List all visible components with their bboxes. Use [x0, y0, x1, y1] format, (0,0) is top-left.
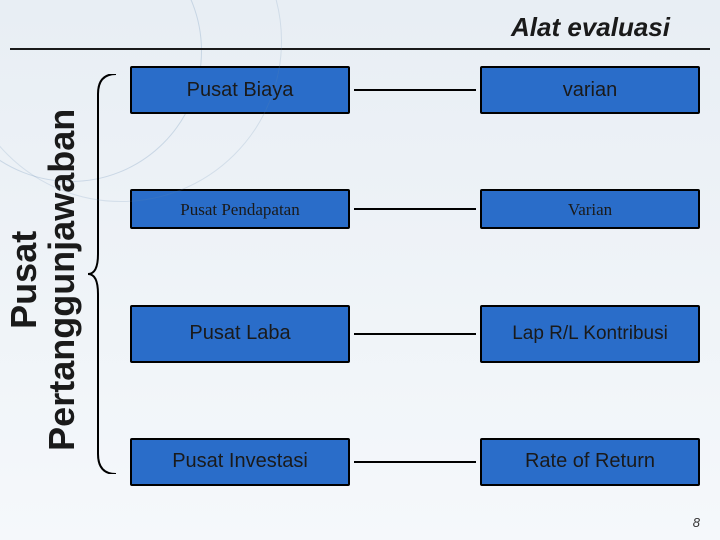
box-label: varian	[563, 79, 617, 102]
box-rate-of-return: Rate of Return	[480, 438, 700, 486]
box-label: Pusat Biaya	[187, 79, 294, 102]
page-title: Alat evaluasi	[511, 12, 670, 43]
vertical-axis-label: Pusat Pertanggunjawaban	[8, 60, 78, 500]
box-label: Lap R/L Kontribusi	[512, 323, 668, 345]
connector-line	[354, 208, 476, 210]
box-label: Pusat Laba	[189, 322, 290, 345]
vertical-label-text: Pusat Pertanggunjawaban	[5, 109, 81, 451]
box-label: Rate of Return	[525, 450, 655, 473]
box-label: Pusat Investasi	[172, 450, 308, 473]
diagram-rows: Pusat Biaya varian Pusat Pendapatan Vari…	[130, 66, 700, 486]
box-label: Pusat Pendapatan	[180, 200, 299, 220]
vlabel-line2: Pertanggunjawaban	[41, 109, 82, 451]
row-pendapatan: Pusat Pendapatan Varian	[130, 189, 700, 229]
page-number: 8	[693, 515, 700, 530]
box-pusat-investasi: Pusat Investasi	[130, 438, 350, 486]
box-label: Varian	[568, 200, 612, 220]
box-pusat-laba: Pusat Laba	[130, 305, 350, 363]
row-laba: Pusat Laba Lap R/L Kontribusi	[130, 305, 700, 363]
row-investasi: Pusat Investasi Rate of Return	[130, 438, 700, 486]
box-varian-1: varian	[480, 66, 700, 114]
title-bar: Alat evaluasi	[10, 6, 710, 50]
bracket-icon	[88, 74, 116, 474]
vlabel-line1: Pusat	[3, 231, 44, 329]
box-varian-2: Varian	[480, 189, 700, 229]
box-pusat-pendapatan: Pusat Pendapatan	[130, 189, 350, 229]
row-biaya: Pusat Biaya varian	[130, 66, 700, 114]
box-pusat-biaya: Pusat Biaya	[130, 66, 350, 114]
connector-line	[354, 461, 476, 463]
connector-line	[354, 89, 476, 91]
connector-line	[354, 333, 476, 335]
box-lap-rl: Lap R/L Kontribusi	[480, 305, 700, 363]
